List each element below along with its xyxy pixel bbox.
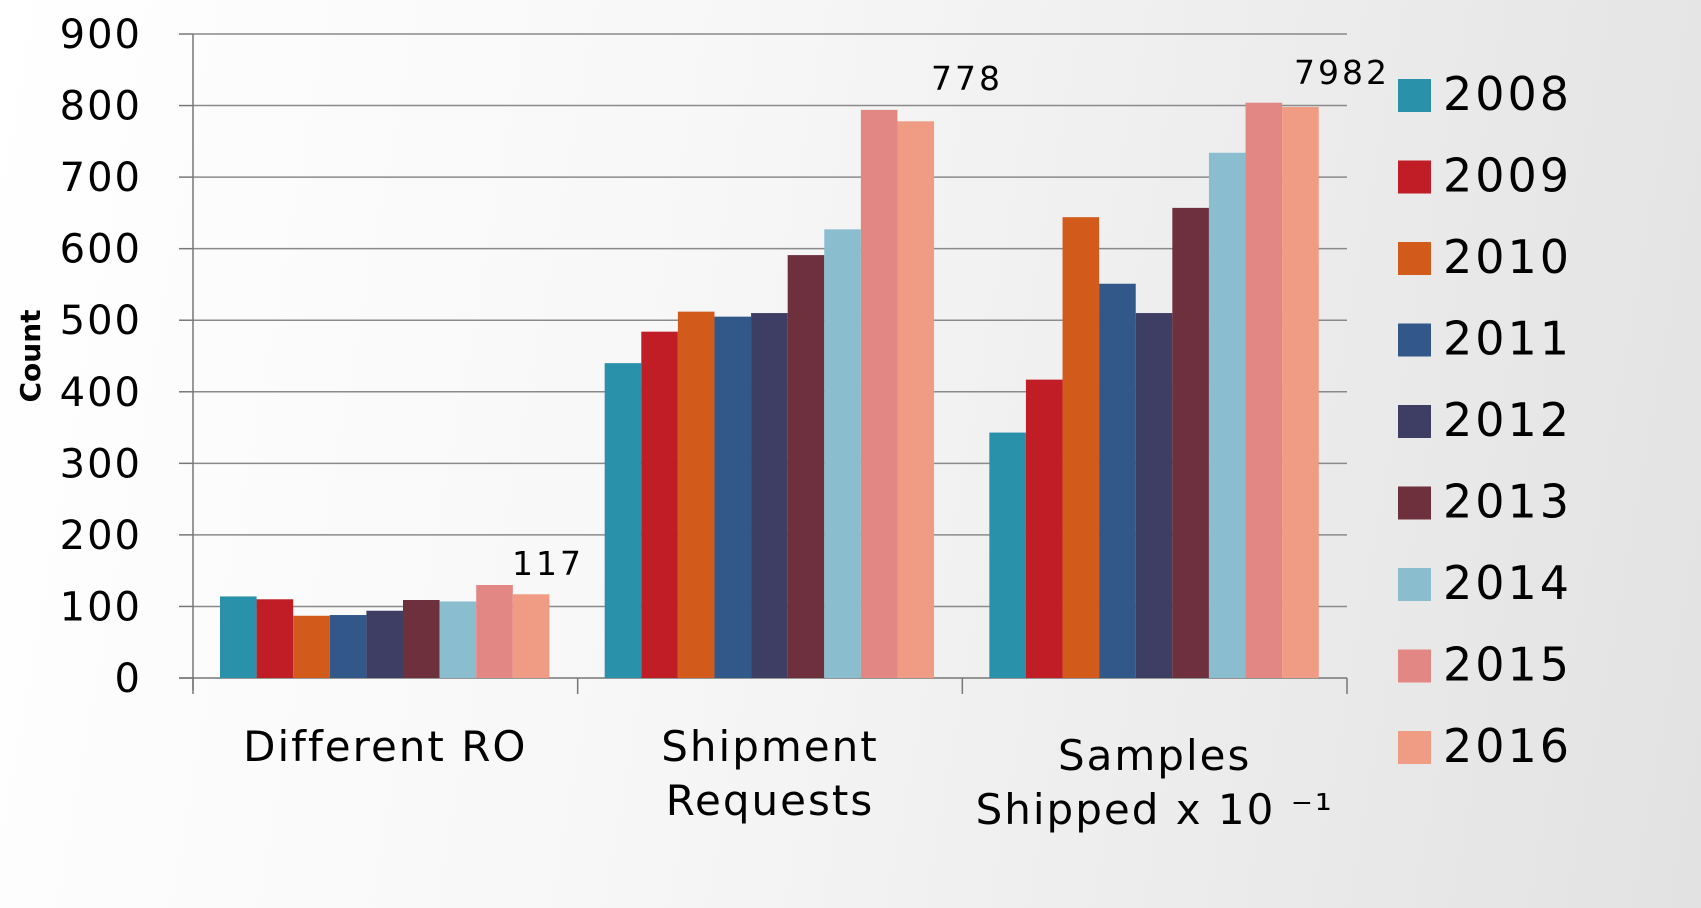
bar xyxy=(1135,313,1173,678)
bar xyxy=(439,601,477,678)
bar xyxy=(989,432,1026,678)
bar xyxy=(1208,152,1246,678)
y-tick-label: 300 xyxy=(60,441,142,487)
legend: 2008 2009 2010 2011 2012 2013 2014 2015 2016 xyxy=(1398,67,1572,773)
bar xyxy=(403,600,440,678)
y-axis-label: Count xyxy=(14,309,47,402)
bar xyxy=(1099,283,1136,678)
data-label: 778 xyxy=(931,59,1003,98)
bar xyxy=(1172,207,1209,678)
bar xyxy=(1245,102,1283,678)
bar xyxy=(220,596,257,678)
category-label: Samples xyxy=(1058,731,1251,780)
bar xyxy=(366,610,403,678)
y-tick-label: 800 xyxy=(60,84,142,130)
bar xyxy=(897,121,935,678)
legend-label: 2008 xyxy=(1443,67,1572,121)
bar xyxy=(1025,379,1063,678)
y-axis-ticks: 0 100 200 300 400 500 600 700 800 900 xyxy=(60,12,142,702)
bar xyxy=(256,599,294,678)
legend-swatch xyxy=(1398,242,1431,275)
bar xyxy=(860,109,898,679)
bar xyxy=(787,255,825,678)
legend-label: 2011 xyxy=(1443,312,1572,366)
y-tick-label: 500 xyxy=(60,298,142,344)
y-tick-label: 200 xyxy=(60,513,142,559)
bar xyxy=(604,363,642,678)
bar xyxy=(293,615,330,678)
y-tick-label: 400 xyxy=(60,370,142,416)
category-label: Different RO xyxy=(243,722,527,771)
category-label: Shipment xyxy=(661,722,878,771)
bar xyxy=(641,331,678,678)
legend-label: 2016 xyxy=(1443,719,1572,773)
legend-swatch xyxy=(1398,323,1431,357)
legend-swatch xyxy=(1398,79,1431,112)
category-label: Shipped x 10 ⁻¹ xyxy=(976,785,1334,834)
bar xyxy=(1282,106,1319,678)
legend-label: 2013 xyxy=(1443,475,1572,529)
y-tick-label: 700 xyxy=(60,155,142,201)
data-label: 7982 xyxy=(1294,53,1390,92)
y-tick-label: 600 xyxy=(60,227,142,273)
category-label: Requests xyxy=(666,776,875,825)
bar xyxy=(476,584,513,678)
bar xyxy=(677,311,715,678)
y-tick-label: 900 xyxy=(60,12,142,58)
legend-label: 2012 xyxy=(1443,393,1572,447)
legend-swatch xyxy=(1398,649,1431,683)
bar xyxy=(329,615,367,678)
legend-swatch xyxy=(1398,486,1431,520)
bar xyxy=(751,313,788,678)
y-tick-label: 100 xyxy=(60,584,142,630)
bar xyxy=(714,316,752,678)
legend-label: 2014 xyxy=(1443,556,1572,610)
legend-label: 2009 xyxy=(1443,149,1572,203)
bar xyxy=(1062,217,1100,678)
legend-swatch xyxy=(1398,568,1431,601)
legend-label: 2010 xyxy=(1443,230,1572,284)
bar xyxy=(512,594,550,678)
legend-swatch xyxy=(1398,160,1431,194)
legend-swatch xyxy=(1398,731,1431,764)
data-labels: 117 778 7982 xyxy=(512,53,1390,583)
bar xyxy=(824,229,861,678)
category-labels: Different RO Shipment Requests Samples Shipp… xyxy=(243,722,1334,834)
y-tick-label: 0 xyxy=(115,656,142,702)
data-label: 117 xyxy=(512,544,584,583)
legend-swatch xyxy=(1398,405,1431,438)
bars xyxy=(220,102,1319,679)
legend-label: 2015 xyxy=(1443,638,1572,692)
